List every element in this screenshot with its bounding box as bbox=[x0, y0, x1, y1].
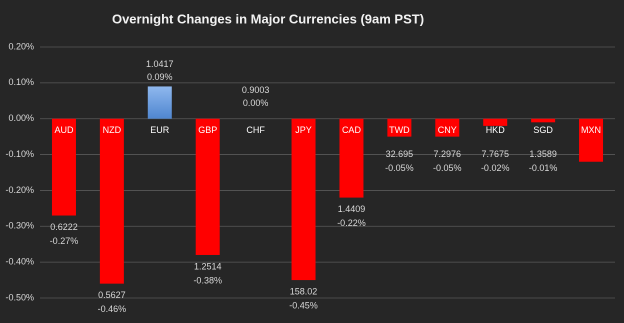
y-tick-label: 0.20% bbox=[8, 41, 34, 51]
x-tick-label: NZD bbox=[103, 125, 122, 135]
y-tick-label: 0.00% bbox=[8, 113, 34, 123]
data-label: 0.09% bbox=[147, 72, 173, 82]
y-tick-label: -0.10% bbox=[5, 149, 34, 159]
bar bbox=[147, 86, 172, 119]
data-label: -0.01% bbox=[529, 163, 558, 173]
data-label: -0.02% bbox=[481, 163, 510, 173]
rate-label: 0.9003 bbox=[242, 85, 270, 95]
x-tick-label: JPY bbox=[295, 125, 312, 135]
x-tick-label: CAD bbox=[342, 125, 362, 135]
bar bbox=[291, 118, 316, 281]
bar bbox=[195, 118, 220, 255]
x-tick-label: EUR bbox=[150, 125, 170, 135]
rate-label: 1.0417 bbox=[146, 59, 174, 69]
rate-label: 7.2976 bbox=[434, 149, 462, 159]
bar bbox=[51, 118, 76, 216]
bar bbox=[483, 118, 508, 126]
data-label: -0.22% bbox=[337, 218, 366, 228]
x-tick-label: AUD bbox=[54, 125, 74, 135]
rate-label: 0.5627 bbox=[98, 290, 126, 300]
x-tick-label: GBP bbox=[198, 125, 217, 135]
x-tick-label: TWD bbox=[389, 125, 410, 135]
rate-label: 0.6222 bbox=[50, 222, 78, 232]
data-label: 0.00% bbox=[243, 98, 269, 108]
bar bbox=[387, 118, 412, 137]
x-tick-label: SGD bbox=[533, 125, 553, 135]
rate-label: 7.7675 bbox=[481, 149, 509, 159]
rate-label: 1.2514 bbox=[194, 261, 222, 271]
x-tick-label: MXN bbox=[581, 125, 601, 135]
data-label: -0.46% bbox=[98, 304, 127, 314]
bar bbox=[435, 118, 460, 137]
x-tick-label: CNY bbox=[438, 125, 457, 135]
bar bbox=[531, 118, 556, 123]
y-tick-label: -0.40% bbox=[5, 257, 34, 267]
x-tick-label: HKD bbox=[486, 125, 506, 135]
y-tick-label: -0.20% bbox=[5, 185, 34, 195]
data-label: -0.38% bbox=[193, 275, 222, 285]
rate-label: 32.695 bbox=[386, 149, 414, 159]
y-tick-label: 0.10% bbox=[8, 77, 34, 87]
rate-label: 1.3589 bbox=[529, 149, 557, 159]
x-tick-label: CHF bbox=[246, 125, 265, 135]
rate-label: 158.02 bbox=[290, 286, 318, 296]
bar bbox=[339, 118, 364, 198]
data-label: -0.05% bbox=[433, 163, 462, 173]
bar bbox=[579, 118, 604, 162]
rate-label: 1.4409 bbox=[338, 204, 366, 214]
y-tick-label: -0.30% bbox=[5, 221, 34, 231]
data-label: -0.05% bbox=[385, 163, 414, 173]
y-tick-label: -0.50% bbox=[5, 292, 34, 302]
data-label: -0.45% bbox=[289, 300, 318, 310]
data-label: -0.27% bbox=[50, 236, 79, 246]
bar bbox=[99, 118, 124, 284]
chart-title: Overnight Changes in Major Currencies (9… bbox=[112, 11, 424, 26]
